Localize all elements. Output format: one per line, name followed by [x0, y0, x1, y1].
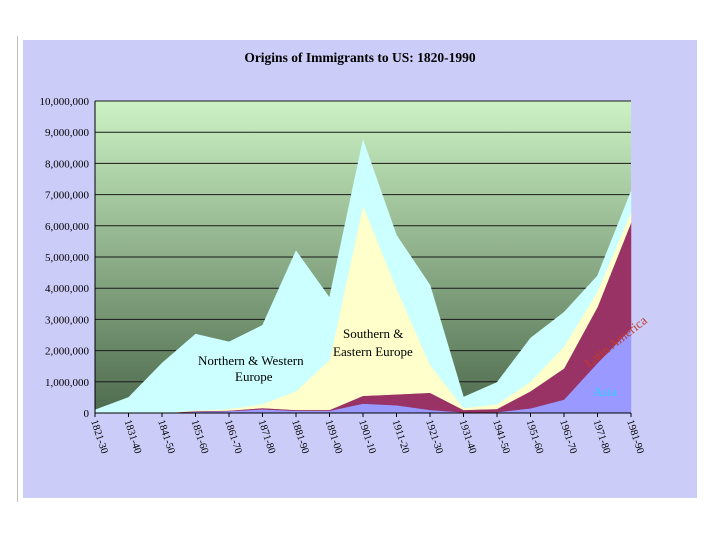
x-tick-label: 1871-80: [256, 419, 277, 456]
x-tick-label: 1881-90: [289, 419, 310, 456]
x-tick-label: 1831-40: [122, 419, 143, 456]
x-tick-label: 1921-30: [423, 419, 444, 456]
y-tick-label: 4,000,000: [45, 283, 90, 295]
y-tick-label: 3,000,000: [45, 314, 90, 326]
y-tick-label: 7,000,000: [45, 190, 90, 202]
y-tick-label: 6,000,000: [45, 221, 90, 233]
y-tick-label: 9,000,000: [45, 127, 90, 139]
y-tick-label: 2,000,000: [45, 346, 90, 358]
annotation-northern-western-europe-line2: Europe: [235, 369, 273, 384]
x-tick-label: 1971-80: [591, 419, 612, 456]
x-tick-label: 1951-60: [524, 419, 545, 456]
axes: [94, 101, 632, 417]
x-tick-label: 1931-40: [457, 419, 478, 456]
y-tick-label: 10,000,000: [40, 96, 90, 108]
y-tick-label: 5,000,000: [45, 252, 90, 264]
y-tick-label: 8,000,000: [45, 158, 90, 170]
y-tick-label: 0: [84, 408, 90, 420]
x-tick-label: 1941-50: [490, 419, 511, 456]
page-edge-rule: [17, 36, 18, 502]
y-tick-label: 1,000,000: [45, 377, 90, 389]
x-tick-label: 1891-00: [323, 419, 344, 456]
x-tick-label: 1901-10: [356, 419, 377, 456]
x-tick-label: 1961-70: [557, 419, 578, 456]
annotation-northern-western-europe-line1: Northern & Western: [198, 353, 304, 368]
chart-frame: Origins of Immigrants to US: 1820-1990 0…: [23, 40, 697, 498]
x-tick-label: 1851-60: [189, 419, 210, 456]
chart-svg: 0 1,000,000 2,000,000 3,000,000 4,000,000 5,0…: [40, 96, 650, 456]
y-tick-labels: 0 1,000,000 2,000,000 3,000,000 4,000,000 5,0…: [40, 96, 90, 420]
stacked-areas: [94, 139, 632, 414]
x-tick-labels: 1821-30 1831-40 1841-50 1851-60 1861-70 1871-…: [88, 419, 645, 456]
chart-title: Origins of Immigrants to US: 1820-1990: [244, 50, 476, 65]
x-tick-label: 1841-50: [155, 419, 176, 456]
area-northern-western-europe: [94, 139, 632, 414]
annotation-southern-eastern-europe-line2: Eastern Europe: [333, 344, 413, 359]
x-tick-label: 1861-70: [222, 419, 243, 456]
annotation-southern-eastern-europe-line1: Southern &: [343, 326, 403, 341]
x-tick-label: 1821-30: [88, 419, 109, 456]
x-tick-label: 1981-90: [624, 419, 645, 456]
annotation-asia: Asia: [593, 384, 617, 399]
x-tick-label: 1911-20: [390, 419, 411, 455]
